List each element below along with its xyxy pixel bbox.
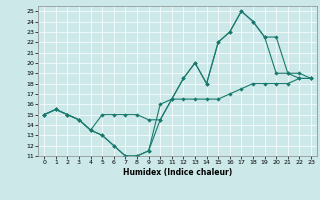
X-axis label: Humidex (Indice chaleur): Humidex (Indice chaleur) bbox=[123, 168, 232, 177]
